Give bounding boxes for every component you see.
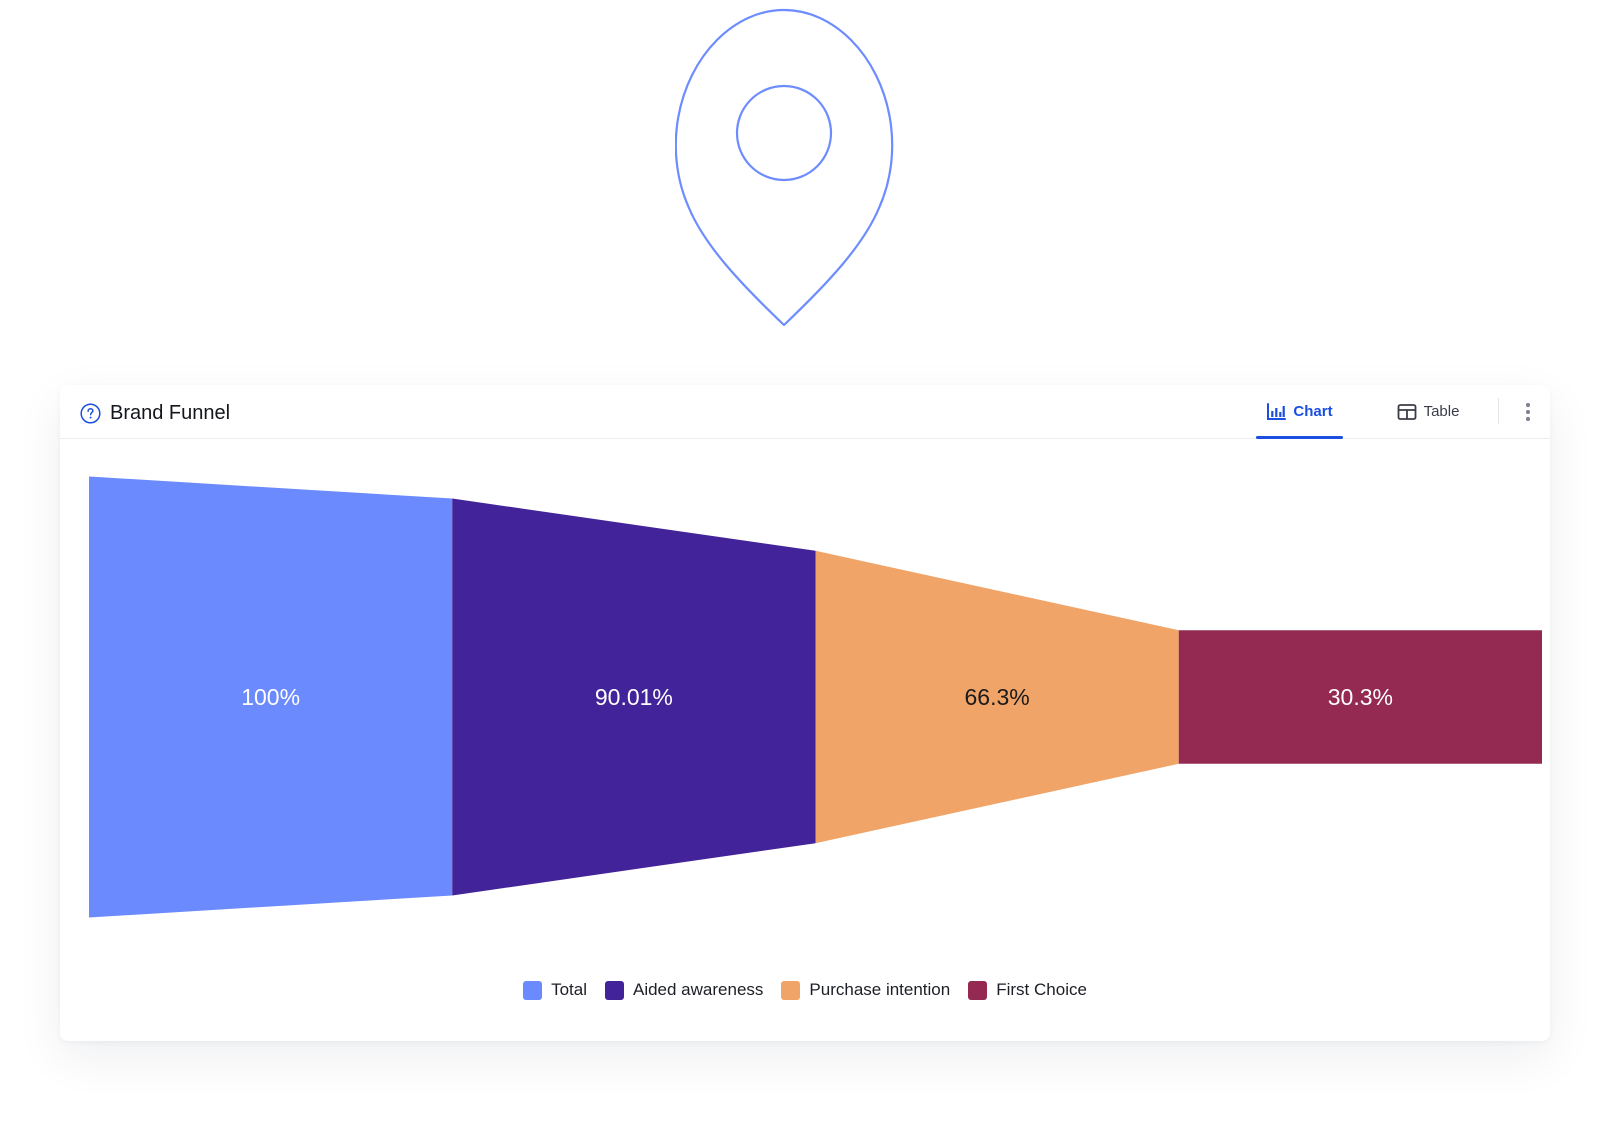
- table-icon: [1397, 403, 1416, 420]
- card-header: Brand Funnel Chart Table: [60, 385, 1550, 439]
- legend-label: Aided awareness: [632, 980, 764, 999]
- legend-label: First Choice: [996, 980, 1087, 999]
- location-pin-icon: [675, 9, 894, 327]
- tab-table-label: Table: [1423, 403, 1460, 420]
- more-options-button[interactable]: [1515, 399, 1541, 425]
- tab-chart[interactable]: Chart: [1256, 385, 1343, 439]
- tab-table[interactable]: Table: [1388, 385, 1468, 438]
- legend-item-first-choice[interactable]: First Choice: [968, 980, 1087, 1000]
- funnel-value-label: 100%: [241, 684, 300, 710]
- legend-swatch: [604, 980, 624, 1000]
- more-vertical-icon-dot: [1526, 410, 1530, 414]
- more-vertical-icon-dot: [1526, 417, 1530, 421]
- legend-item-purchase-intention[interactable]: Purchase intention: [781, 980, 950, 1000]
- brand-funnel-card: Brand Funnel Chart Table: [60, 385, 1550, 1041]
- card-title: Brand Funnel: [110, 402, 231, 424]
- funnel-segment-aided-awareness[interactable]: [452, 498, 816, 896]
- tab-chart-label: Chart: [1293, 403, 1333, 420]
- legend-label: Total: [551, 980, 587, 999]
- legend-swatch: [781, 980, 801, 1000]
- funnel-segment-total[interactable]: [89, 476, 453, 918]
- question-circle-icon[interactable]: [80, 403, 101, 424]
- funnel-chart: 100% 90.01% 66.3% 30.3%: [89, 476, 1542, 918]
- funnel-segment-first-choice[interactable]: [1178, 630, 1542, 764]
- chart-legend: Total Aided awareness Purchase intention Fi…: [60, 975, 1550, 1005]
- legend-swatch: [523, 980, 543, 1000]
- header-divider: [1498, 398, 1499, 424]
- funnel-value-label: 90.01%: [595, 684, 673, 710]
- funnel-value-label: 66.3%: [965, 684, 1030, 710]
- more-vertical-icon-dot: [1526, 403, 1530, 407]
- funnel-segment-purchase-intention[interactable]: [815, 550, 1179, 844]
- bar-chart-icon: [1267, 402, 1287, 420]
- legend-item-aided-awareness[interactable]: Aided awareness: [604, 980, 764, 1000]
- legend-swatch: [968, 980, 988, 1000]
- funnel-value-label: 30.3%: [1328, 684, 1393, 710]
- legend-item-total[interactable]: Total: [523, 980, 587, 1000]
- legend-label: Purchase intention: [809, 980, 951, 999]
